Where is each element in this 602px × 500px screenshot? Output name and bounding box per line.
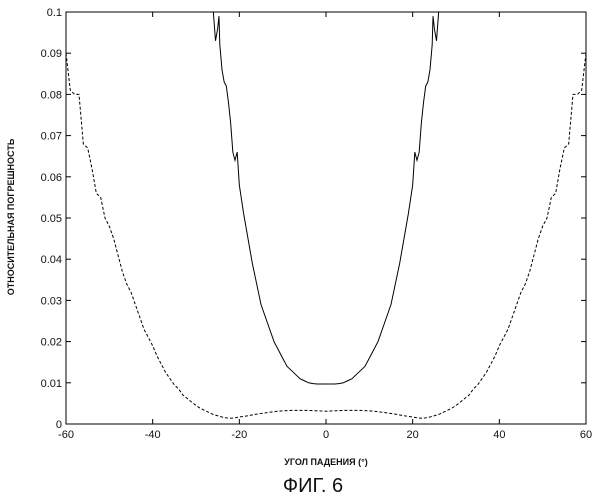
x-tick-label: 0 (323, 429, 329, 441)
x-tick-label: -40 (145, 429, 161, 441)
y-axis-title: ОТНОСИТЕЛЬНАЯ ПОГРЕШНОСТЬ (6, 138, 16, 295)
x-tick-label: 60 (580, 429, 592, 441)
plot-area (66, 12, 586, 424)
figure-caption: ФИГ. 6 (283, 475, 343, 497)
x-tick-label: 40 (493, 429, 505, 441)
y-tick-label: 0.09 (41, 48, 62, 60)
x-tick-label: 20 (407, 429, 419, 441)
y-tick-label: 0.06 (41, 172, 62, 184)
dashed-series-line (66, 53, 586, 418)
y-tick-label: 0.02 (41, 337, 62, 349)
axis-ticks: -60-40-20020406000.010.020.030.040.050.0… (41, 7, 593, 441)
x-tick-label: -20 (231, 429, 247, 441)
x-axis-title: УГОЛ ПАДЕНИЯ (°) (284, 457, 367, 467)
y-tick-label: 0.04 (41, 254, 62, 266)
y-tick-label: 0.03 (41, 295, 62, 307)
y-tick-label: 0.05 (41, 213, 62, 225)
solid-series-line (213, 12, 438, 384)
y-tick-label: 0.07 (41, 131, 62, 143)
y-tick-label: 0 (56, 419, 62, 431)
plot-frame (66, 12, 586, 424)
y-tick-label: 0.01 (41, 378, 62, 390)
y-tick-label: 0.08 (41, 89, 62, 101)
y-tick-label: 0.1 (47, 7, 62, 19)
